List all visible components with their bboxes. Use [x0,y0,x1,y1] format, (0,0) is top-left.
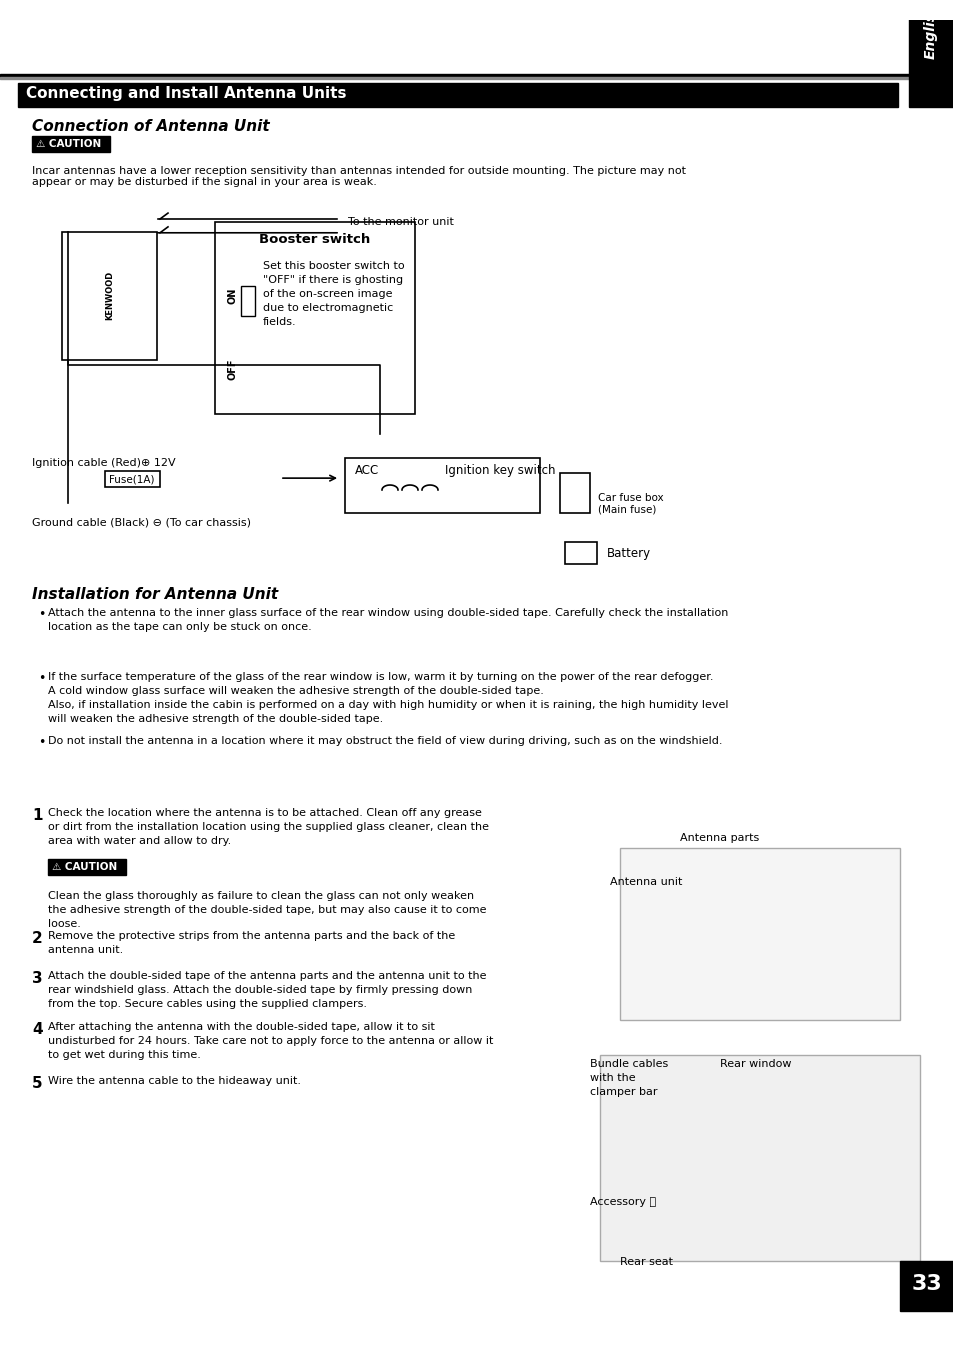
Text: ⚠ CAUTION: ⚠ CAUTION [36,140,101,149]
Text: •: • [38,608,46,622]
Text: 5: 5 [32,1076,43,1091]
Bar [62,232,157,360]
Text: Accessory Ⓜ: Accessory Ⓜ [589,1197,656,1208]
Bar [345,459,539,513]
Text: Remove the protective strips from the antenna parts and the back of the
antenna : Remove the protective strips from the an… [48,931,455,955]
Bar [18,83,897,107]
Text: •: • [38,672,46,685]
Text: Wire the antenna cable to the hideaway unit.: Wire the antenna cable to the hideaway u… [48,1076,301,1086]
Text: 33: 33 [911,1274,942,1295]
Text: Bundle cables
with the
clamper bar: Bundle cables with the clamper bar [589,1060,667,1098]
Text: Incar antennas have a lower reception sensitivity than antennas intended for out: Incar antennas have a lower reception se… [32,166,685,187]
Text: Antenna parts: Antenna parts [679,833,759,843]
Text: After attaching the antenna with the double-sided tape, allow it to sit
undistur: After attaching the antenna with the dou… [48,1022,493,1060]
Text: Clean the glass thoroughly as failure to clean the glass can not only weaken
the: Clean the glass thoroughly as failure to… [48,892,486,930]
Text: If the surface temperature of the glass of the rear window is low, warm it by tu: If the surface temperature of the glass … [48,672,728,725]
Text: Attach the antenna to the inner glass surface of the rear window using double-si: Attach the antenna to the inner glass su… [48,608,727,632]
Text: 3: 3 [32,970,43,985]
Text: ON: ON [228,288,237,304]
Text: Installation for Antenna Unit: Installation for Antenna Unit [32,586,278,601]
Text: Connection of Antenna Unit: Connection of Antenna Unit [32,119,270,134]
Text: Fuse(1A): Fuse(1A) [110,474,154,484]
Text: Rear seat: Rear seat [619,1257,672,1266]
Text: Car fuse box
(Main fuse): Car fuse box (Main fuse) [598,493,663,514]
Bar [105,471,160,487]
Text: 2: 2 [32,931,43,946]
Text: Battery: Battery [606,547,651,559]
Bar [32,136,110,152]
Text: Ground cable (Black) ⊖ (To car chassis): Ground cable (Black) ⊖ (To car chassis) [32,517,251,528]
Text: OFF: OFF [228,360,237,380]
Text: ⚠ CAUTION: ⚠ CAUTION [52,862,117,873]
Text: Ignition cable (Red)⊕ 12V: Ignition cable (Red)⊕ 12V [32,459,175,468]
Text: English: English [923,3,937,60]
Text: Ignition key switch: Ignition key switch [444,464,555,476]
Text: To the monitor unit: To the monitor unit [348,217,454,227]
Text: Antenna unit: Antenna unit [609,877,681,887]
Bar [214,223,415,414]
Bar [599,1054,919,1262]
Bar [619,848,899,1020]
Text: Booster switch: Booster switch [259,233,370,246]
Bar [241,286,254,316]
Text: Do not install the antenna in a location where it may obstruct the field of view: Do not install the antenna in a location… [48,737,721,746]
Text: 4: 4 [32,1022,43,1037]
Text: Check the location where the antenna is to be attached. Clean off any grease
or : Check the location where the antenna is … [48,809,489,847]
Bar [0,75,953,77]
Text: Set this booster switch to
"OFF" if there is ghosting
of the on-screen image
due: Set this booster switch to "OFF" if ther… [263,262,404,327]
Text: 1: 1 [32,809,43,824]
Text: Rear window: Rear window [720,1060,791,1069]
Text: Connecting and Install Antenna Units: Connecting and Install Antenna Units [26,87,346,102]
Text: KENWOOD: KENWOOD [105,271,113,320]
Bar [899,1262,953,1311]
Bar [559,474,589,513]
Bar [564,543,597,565]
Bar [0,77,953,79]
Bar [48,859,126,875]
Text: •: • [38,737,46,749]
Text: Attach the double-sided tape of the antenna parts and the antenna unit to the
re: Attach the double-sided tape of the ante… [48,970,486,1008]
Bar [908,0,953,107]
Text: ACC: ACC [355,464,379,476]
